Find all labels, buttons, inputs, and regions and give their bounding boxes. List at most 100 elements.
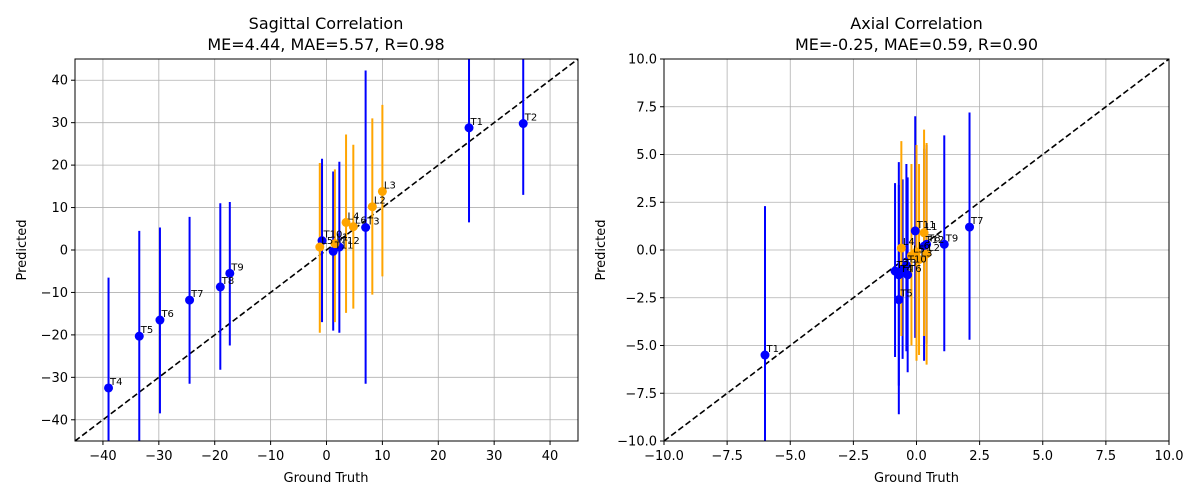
sagittal-point-label-T7: T7 bbox=[190, 289, 203, 300]
sagittal-point-L2 bbox=[367, 202, 377, 212]
axial-y-tick-label: 0.0 bbox=[636, 244, 657, 259]
sagittal-y-axis-label: Predicted bbox=[15, 219, 30, 280]
axial-point-label-T7: T7 bbox=[970, 216, 983, 227]
axial-x-axis-label: Ground Truth bbox=[874, 471, 959, 486]
sagittal-x-tick-label: 10 bbox=[374, 449, 391, 464]
sagittal-subtitle: ME=4.44, MAE=5.57, R=0.98 bbox=[207, 35, 444, 54]
axial-point-L4 bbox=[896, 243, 906, 253]
sagittal-x-axis-label: Ground Truth bbox=[284, 471, 369, 486]
sagittal-point-T5 bbox=[134, 331, 144, 341]
sagittal-point-label-L5: L5 bbox=[321, 236, 333, 247]
axial-y-ticks: −10.0 −7.5 −5.0 −2.5 0.0 2.5 5.0 7.5 10.0 bbox=[617, 53, 664, 450]
sagittal-point-T1 bbox=[464, 123, 474, 133]
axial-point-T5 bbox=[894, 295, 904, 305]
axial-point-L6 bbox=[912, 247, 921, 257]
sagittal-x-tick-label: −30 bbox=[145, 449, 172, 464]
sagittal-point-label-T12: T12 bbox=[340, 236, 360, 247]
axial-point-T9 bbox=[939, 239, 949, 249]
axial-points bbox=[760, 222, 975, 360]
axial-x-tick-label: 10.0 bbox=[1155, 449, 1184, 464]
sagittal-point-label-T9: T9 bbox=[230, 262, 243, 273]
sagittal-y-tick-label: −10 bbox=[41, 286, 68, 301]
sagittal-point-T6 bbox=[155, 315, 165, 325]
axial-point-label-T10: T10 bbox=[907, 254, 927, 265]
sagittal-point-label-T8: T8 bbox=[221, 276, 234, 287]
sagittal-y-tick-label: −40 bbox=[41, 413, 68, 428]
sagittal-plot: Sagittal Correlation ME=4.44, MAE=5.57, … bbox=[15, 14, 579, 486]
axial-point-T10 bbox=[901, 260, 911, 270]
sagittal-point-label-L4: L4 bbox=[348, 211, 360, 222]
sagittal-point-label-L3: L3 bbox=[384, 180, 396, 191]
axial-point-T1 bbox=[760, 350, 770, 360]
axial-x-tick-label: −2.5 bbox=[838, 449, 870, 464]
axial-x-tick-label: −5.0 bbox=[774, 449, 806, 464]
axial-point-label-L1: L1 bbox=[926, 222, 938, 233]
axial-point-label-T9: T9 bbox=[945, 233, 958, 244]
axial-x-tick-label: −10.0 bbox=[644, 449, 684, 464]
axial-point-label-L4: L4 bbox=[903, 237, 915, 248]
sagittal-x-tick-label: 30 bbox=[486, 449, 503, 464]
axial-point-L1 bbox=[919, 228, 929, 238]
sagittal-y-tick-label: 20 bbox=[51, 159, 68, 174]
axial-point-L3 bbox=[914, 255, 924, 265]
sagittal-title: Sagittal Correlation bbox=[249, 14, 404, 33]
axial-y-tick-label: −7.5 bbox=[625, 387, 657, 402]
sagittal-point-T9 bbox=[225, 268, 235, 278]
sagittal-y-ticks: −40 −30 −20 −10 0 10 20 30 40 bbox=[41, 74, 75, 428]
sagittal-point-label-T5: T5 bbox=[140, 325, 153, 336]
axial-title: Axial Correlation bbox=[850, 14, 982, 33]
sagittal-point-L4 bbox=[341, 217, 351, 227]
sagittal-x-tick-label: 0 bbox=[322, 449, 330, 464]
axial-x-tick-label: 7.5 bbox=[1096, 449, 1117, 464]
sagittal-x-tick-label: −10 bbox=[257, 449, 284, 464]
axial-point-T7 bbox=[965, 222, 975, 232]
axial-plot: Axial Correlation ME=-0.25, MAE=0.59, R=… bbox=[594, 14, 1183, 486]
axial-y-tick-label: 7.5 bbox=[636, 100, 657, 115]
sagittal-point-label-T6: T6 bbox=[160, 309, 173, 320]
axial-point-label-L5: L5 bbox=[913, 245, 925, 256]
sagittal-point-label-T3: T3 bbox=[366, 217, 379, 228]
sagittal-x-ticks: −40 −30 −20 −10 0 10 20 30 40 bbox=[89, 441, 558, 464]
sagittal-x-tick-label: −40 bbox=[89, 449, 116, 464]
sagittal-x-tick-label: 20 bbox=[430, 449, 447, 464]
axial-y-tick-label: 5.0 bbox=[636, 148, 657, 163]
axial-point-T11 bbox=[910, 226, 920, 236]
sagittal-y-tick-label: 0 bbox=[60, 244, 68, 259]
sagittal-point-label-L6: L6 bbox=[355, 216, 367, 227]
sagittal-point-L5 bbox=[315, 242, 325, 252]
axial-y-tick-label: −10.0 bbox=[617, 435, 657, 450]
axial-point-label-T8: T8 bbox=[927, 233, 940, 244]
sagittal-point-L6 bbox=[348, 222, 358, 232]
axial-point-label-T6: T6 bbox=[908, 264, 921, 275]
axial-y-tick-label: 2.5 bbox=[636, 196, 657, 211]
sagittal-point-T3 bbox=[361, 223, 371, 233]
axial-point-label-T1: T1 bbox=[766, 344, 779, 355]
sagittal-point-label-T10: T10 bbox=[323, 230, 343, 241]
sagittal-point-label-L1: L1 bbox=[336, 233, 348, 244]
sagittal-point-T4 bbox=[104, 383, 114, 393]
axial-point-T4 bbox=[894, 270, 904, 280]
sagittal-y-tick-label: 10 bbox=[51, 201, 68, 216]
sagittal-point-T2 bbox=[518, 119, 528, 129]
axial-x-tick-label: 2.5 bbox=[969, 449, 990, 464]
sagittal-point-label-T2: T2 bbox=[524, 113, 537, 124]
axial-x-tick-label: 0.0 bbox=[906, 449, 927, 464]
axial-point-label-L6: L6 bbox=[918, 241, 930, 252]
axial-point-label-L2: L2 bbox=[928, 243, 940, 254]
sagittal-x-tick-label: −20 bbox=[201, 449, 228, 464]
axial-x-tick-label: −7.5 bbox=[711, 449, 743, 464]
axial-point-T12 bbox=[919, 241, 929, 251]
axial-point-label-T4: T4 bbox=[899, 264, 912, 275]
sagittal-point-T7 bbox=[185, 295, 195, 305]
sagittal-point-label-L2: L2 bbox=[374, 196, 386, 207]
sagittal-y-tick-label: −30 bbox=[41, 371, 68, 386]
sagittal-point-label-T1: T1 bbox=[470, 117, 483, 128]
sagittal-identity-dashed-line bbox=[74, 58, 579, 442]
sagittal-y-tick-label: 40 bbox=[51, 74, 68, 89]
axial-point-label-T5: T5 bbox=[899, 289, 912, 300]
sagittal-x-tick-label: 40 bbox=[542, 449, 559, 464]
axial-y-tick-label: −2.5 bbox=[625, 291, 657, 306]
axial-point-label-T3: T3 bbox=[903, 258, 916, 269]
